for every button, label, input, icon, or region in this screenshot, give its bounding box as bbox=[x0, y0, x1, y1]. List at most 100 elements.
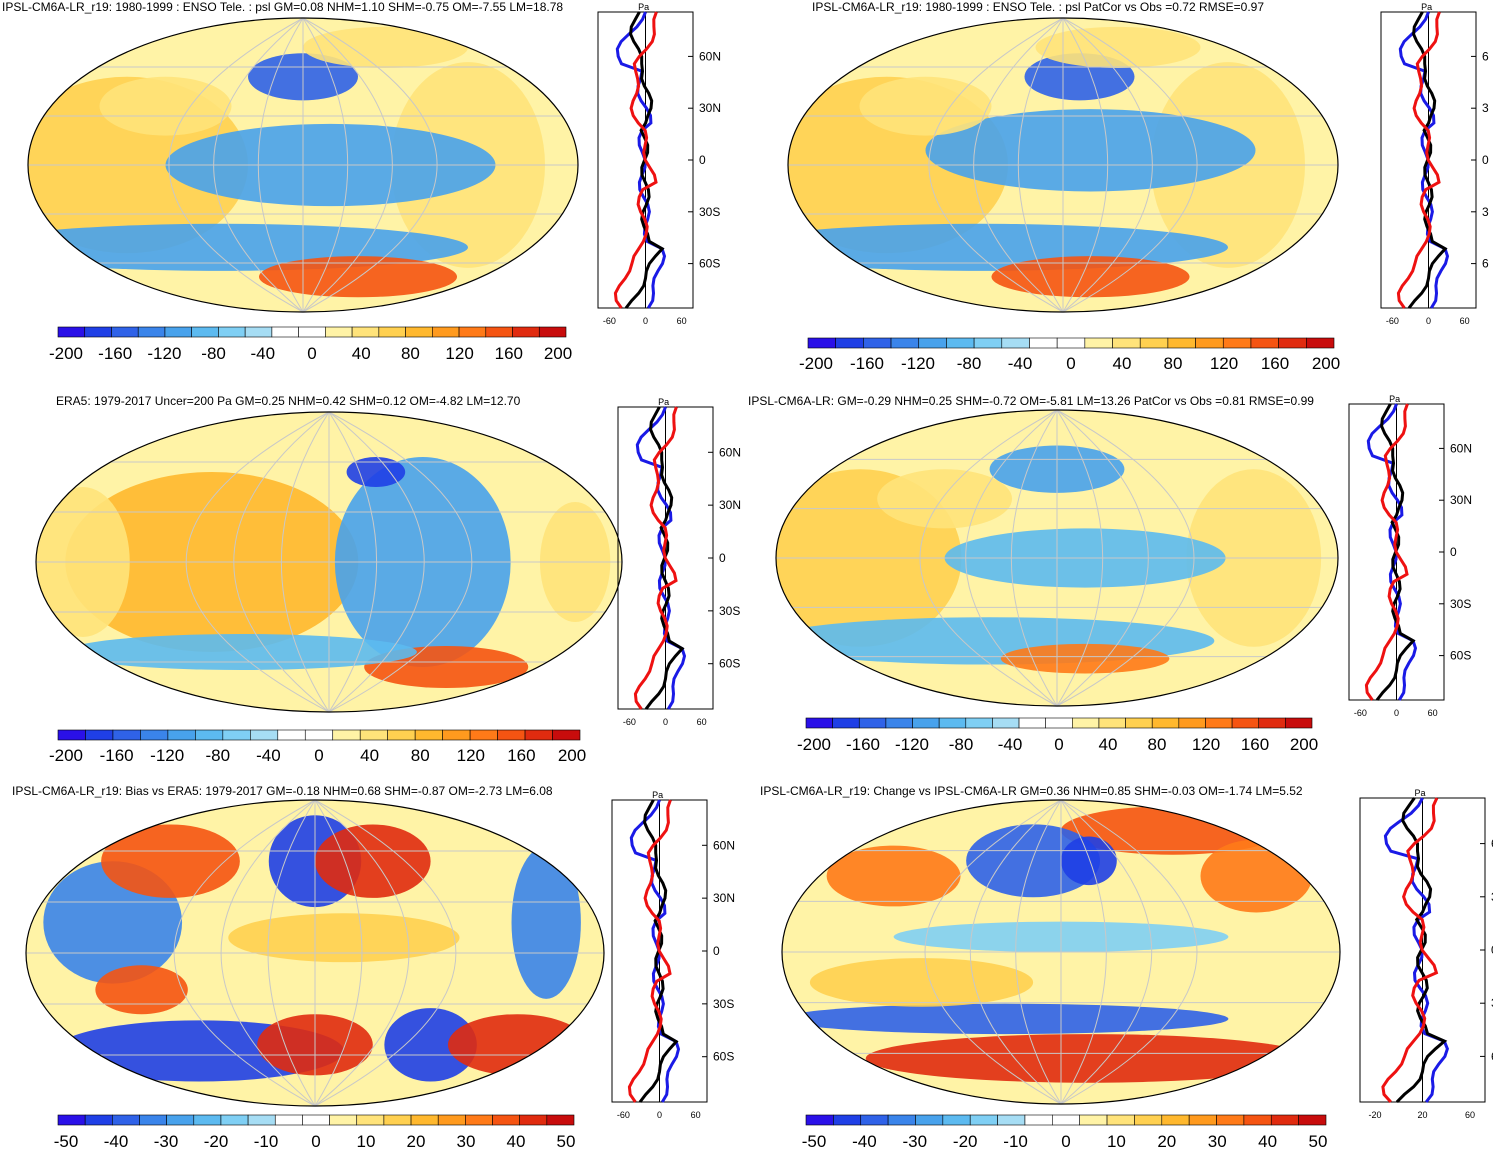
colorbar-label: -40 bbox=[256, 746, 281, 765]
colorbar-label: -120 bbox=[901, 354, 935, 373]
profile-lat-label: 60N bbox=[1450, 441, 1472, 455]
colorbar-label: 10 bbox=[357, 1132, 376, 1149]
colorbar-swatch bbox=[164, 326, 192, 338]
colorbar-swatch bbox=[938, 717, 967, 729]
colorbar-swatch bbox=[1161, 1114, 1190, 1126]
colorbar-label: 20 bbox=[407, 1132, 426, 1149]
profile-lat-label: 30S bbox=[1491, 996, 1493, 1010]
profile-lat-label: 3 bbox=[1482, 101, 1489, 115]
profile-x-label: 60 bbox=[1465, 1110, 1475, 1120]
field-anomaly bbox=[315, 824, 431, 898]
colorbar-label: 50 bbox=[1309, 1132, 1328, 1149]
colorbar-label: 30 bbox=[457, 1132, 476, 1149]
colorbar-swatch bbox=[137, 326, 166, 338]
map-field bbox=[28, 18, 578, 312]
longitude-line bbox=[924, 800, 1062, 1104]
colorbar-label: 80 bbox=[411, 746, 430, 765]
colorbar-swatch bbox=[410, 1114, 439, 1126]
colorbar-swatch bbox=[359, 729, 388, 741]
colorbar-swatch bbox=[497, 729, 526, 741]
colorbar-label: 160 bbox=[1241, 735, 1269, 754]
colorbar-label: -20 bbox=[204, 1132, 229, 1149]
profile-unit: Pa bbox=[652, 790, 663, 800]
colorbar-swatch bbox=[546, 1114, 575, 1126]
panel-1-graphics: -200 -160 -120 -80 -40 0 40 80 120 160 200 Pa 60N 30N… bbox=[27, 2, 721, 363]
colorbar-swatch bbox=[325, 326, 353, 338]
longitude-line bbox=[1056, 410, 1149, 706]
colorbar-swatch bbox=[942, 1114, 971, 1126]
field-anomaly bbox=[865, 1034, 1313, 1083]
longitude-line bbox=[1056, 410, 1195, 706]
longitude-line bbox=[965, 410, 1058, 706]
longitude-line bbox=[233, 412, 330, 712]
colorbar-label: -160 bbox=[850, 354, 884, 373]
profile-lat-label: 30N bbox=[1450, 493, 1472, 507]
profile-x-label: -60 bbox=[617, 1110, 630, 1120]
colorbar-swatch bbox=[298, 326, 326, 338]
colorbar-swatch bbox=[1029, 337, 1058, 349]
colorbar-swatch bbox=[1195, 337, 1224, 349]
field-anomaly bbox=[384, 1008, 477, 1082]
profile-lat-label: 30S bbox=[1450, 597, 1471, 611]
colorbar-swatch bbox=[1139, 337, 1169, 349]
colorbar-swatch bbox=[112, 1114, 140, 1126]
colorbar-label: 160 bbox=[507, 746, 535, 765]
profile-x-label: 60 bbox=[697, 717, 707, 727]
colorbar-swatch bbox=[1056, 337, 1086, 349]
colorbar-label: -200 bbox=[797, 735, 831, 754]
colorbar-label: 40 bbox=[360, 746, 379, 765]
colorbar-swatch bbox=[405, 326, 433, 338]
colorbar-swatch bbox=[835, 337, 864, 349]
field-anomaly bbox=[859, 76, 992, 136]
colorbar-swatch bbox=[220, 1114, 249, 1126]
colorbar-swatch bbox=[1298, 1114, 1327, 1126]
longitude-line bbox=[314, 800, 410, 1106]
colorbar-label: 0 bbox=[307, 344, 316, 363]
longitude-line bbox=[314, 800, 457, 1106]
profile-line bbox=[1364, 403, 1409, 701]
colorbar-label: -160 bbox=[98, 344, 132, 363]
map-field bbox=[36, 412, 622, 712]
profile-lat-label: 0 bbox=[1491, 943, 1493, 957]
field-anomaly bbox=[303, 26, 468, 68]
colorbar-swatch bbox=[84, 1114, 113, 1126]
field-anomaly bbox=[101, 824, 240, 898]
map-field bbox=[788, 18, 1338, 312]
map-outline bbox=[27, 17, 579, 313]
colorbar-swatch bbox=[552, 729, 581, 741]
colorbar-swatch bbox=[85, 729, 114, 741]
colorbar-swatch bbox=[973, 337, 1003, 349]
longitude-line bbox=[168, 18, 304, 312]
longitude-line bbox=[328, 412, 377, 712]
colorbar-swatch bbox=[885, 717, 913, 729]
colorbar-swatch bbox=[805, 717, 833, 729]
colorbar-swatch bbox=[112, 729, 141, 741]
colorbar-swatch bbox=[1231, 717, 1260, 729]
colorbar-swatch bbox=[807, 337, 836, 349]
colorbar-label: 120 bbox=[457, 746, 485, 765]
profile-lat-label: 30N bbox=[713, 891, 735, 905]
colorbar-swatch bbox=[329, 1114, 358, 1126]
colorbar-label: -40 bbox=[998, 735, 1023, 754]
field-anomaly bbox=[809, 958, 1034, 1007]
longitude-line bbox=[257, 18, 304, 312]
profile-x-label: 20 bbox=[1417, 1110, 1427, 1120]
colorbar-swatch bbox=[1112, 337, 1141, 349]
colorbar-swatch bbox=[432, 326, 460, 338]
colorbar-swatch bbox=[250, 729, 279, 741]
colorbar-swatch bbox=[863, 337, 892, 349]
colorbar-swatch bbox=[304, 729, 334, 741]
map-outline bbox=[25, 799, 605, 1107]
profile-unit: Pa bbox=[658, 397, 669, 407]
colorbar-swatch bbox=[111, 326, 139, 338]
field-anomaly bbox=[1000, 643, 1170, 674]
colorbar-swatch bbox=[512, 326, 540, 338]
colorbar-swatch bbox=[166, 1114, 195, 1126]
colorbar-swatch bbox=[858, 717, 887, 729]
colorbar-swatch bbox=[965, 717, 993, 729]
colorbar-swatch bbox=[247, 1114, 276, 1126]
colorbar-swatch bbox=[890, 337, 920, 349]
longitude-line bbox=[1060, 800, 1198, 1104]
colorbar-swatch bbox=[1167, 337, 1196, 349]
colorbar-swatch bbox=[1125, 717, 1153, 729]
